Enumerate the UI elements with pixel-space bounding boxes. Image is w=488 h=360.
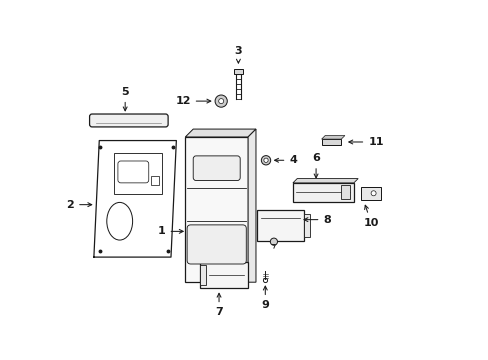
Text: 10: 10 [363,205,378,228]
Text: 7: 7 [215,293,223,317]
FancyBboxPatch shape [118,161,148,183]
Circle shape [218,99,223,104]
Text: 2: 2 [66,200,92,210]
Circle shape [261,156,270,165]
Bar [257,211,303,241]
Text: 6: 6 [311,153,319,178]
Circle shape [370,191,375,196]
Text: 11: 11 [348,137,383,147]
Bar [360,187,380,200]
Bar [151,176,159,185]
Polygon shape [185,129,255,137]
FancyBboxPatch shape [187,225,246,264]
Bar [199,262,247,288]
Bar [292,183,353,202]
Text: 1: 1 [158,226,183,237]
Circle shape [215,95,227,107]
FancyBboxPatch shape [193,156,240,180]
Bar [113,153,162,194]
Bar [341,185,349,199]
Circle shape [264,158,267,162]
Circle shape [270,238,277,245]
Text: 4: 4 [274,155,297,165]
Bar [185,137,247,282]
Text: 8: 8 [304,215,330,225]
Text: 9: 9 [261,286,269,310]
Polygon shape [321,135,344,139]
FancyBboxPatch shape [89,114,168,127]
Bar [303,214,309,237]
Bar [321,139,341,145]
Polygon shape [94,140,176,257]
Bar [234,69,242,74]
Bar [199,265,206,285]
Polygon shape [247,129,255,282]
Text: 12: 12 [175,96,210,106]
Text: 3: 3 [234,46,242,63]
Ellipse shape [106,202,132,240]
Text: 5: 5 [121,87,129,111]
Polygon shape [292,179,357,183]
